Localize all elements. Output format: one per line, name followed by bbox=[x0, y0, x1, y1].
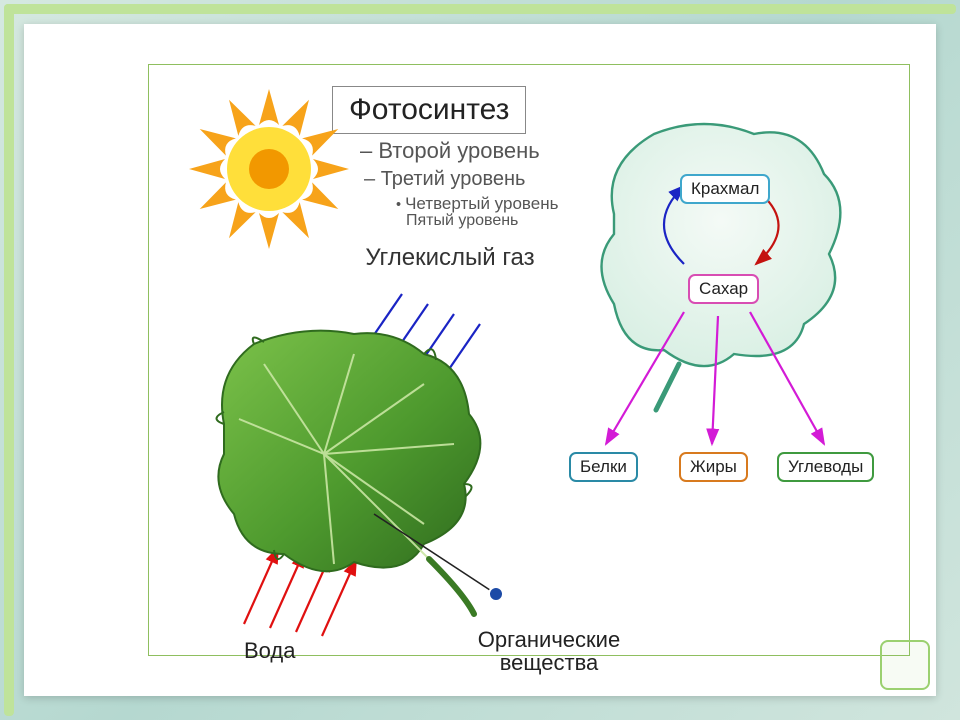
pill-fats: Жиры bbox=[679, 452, 748, 482]
pill-sugar: Сахар bbox=[688, 274, 759, 304]
level-3-text: Третий уровень bbox=[364, 166, 558, 193]
pill-carbs: Углеводы bbox=[777, 452, 874, 482]
paper: Фотосинтез Второй уровень Третий уровень… bbox=[24, 24, 936, 696]
page-root: Фотосинтез Второй уровень Третий уровень… bbox=[0, 0, 960, 720]
pill-starch: Крахмал bbox=[680, 174, 770, 204]
level-list: Второй уровень Третий уровень Четвертый … bbox=[360, 136, 558, 231]
organic-label: Органические вещества bbox=[454, 628, 644, 674]
pill-proteins: Белки bbox=[569, 452, 638, 482]
decor-border-left bbox=[4, 4, 14, 716]
page-title: Фотосинтез bbox=[332, 86, 526, 134]
sun-icon bbox=[184, 84, 354, 254]
corner-decor bbox=[880, 640, 930, 690]
gas-text: Углекислый газ bbox=[365, 244, 534, 271]
water-label: Вода bbox=[244, 638, 296, 664]
level-2-text: Второй уровень bbox=[360, 136, 558, 166]
gas-label: Углекислый газ bbox=[360, 244, 540, 272]
decor-border-top bbox=[4, 4, 956, 14]
